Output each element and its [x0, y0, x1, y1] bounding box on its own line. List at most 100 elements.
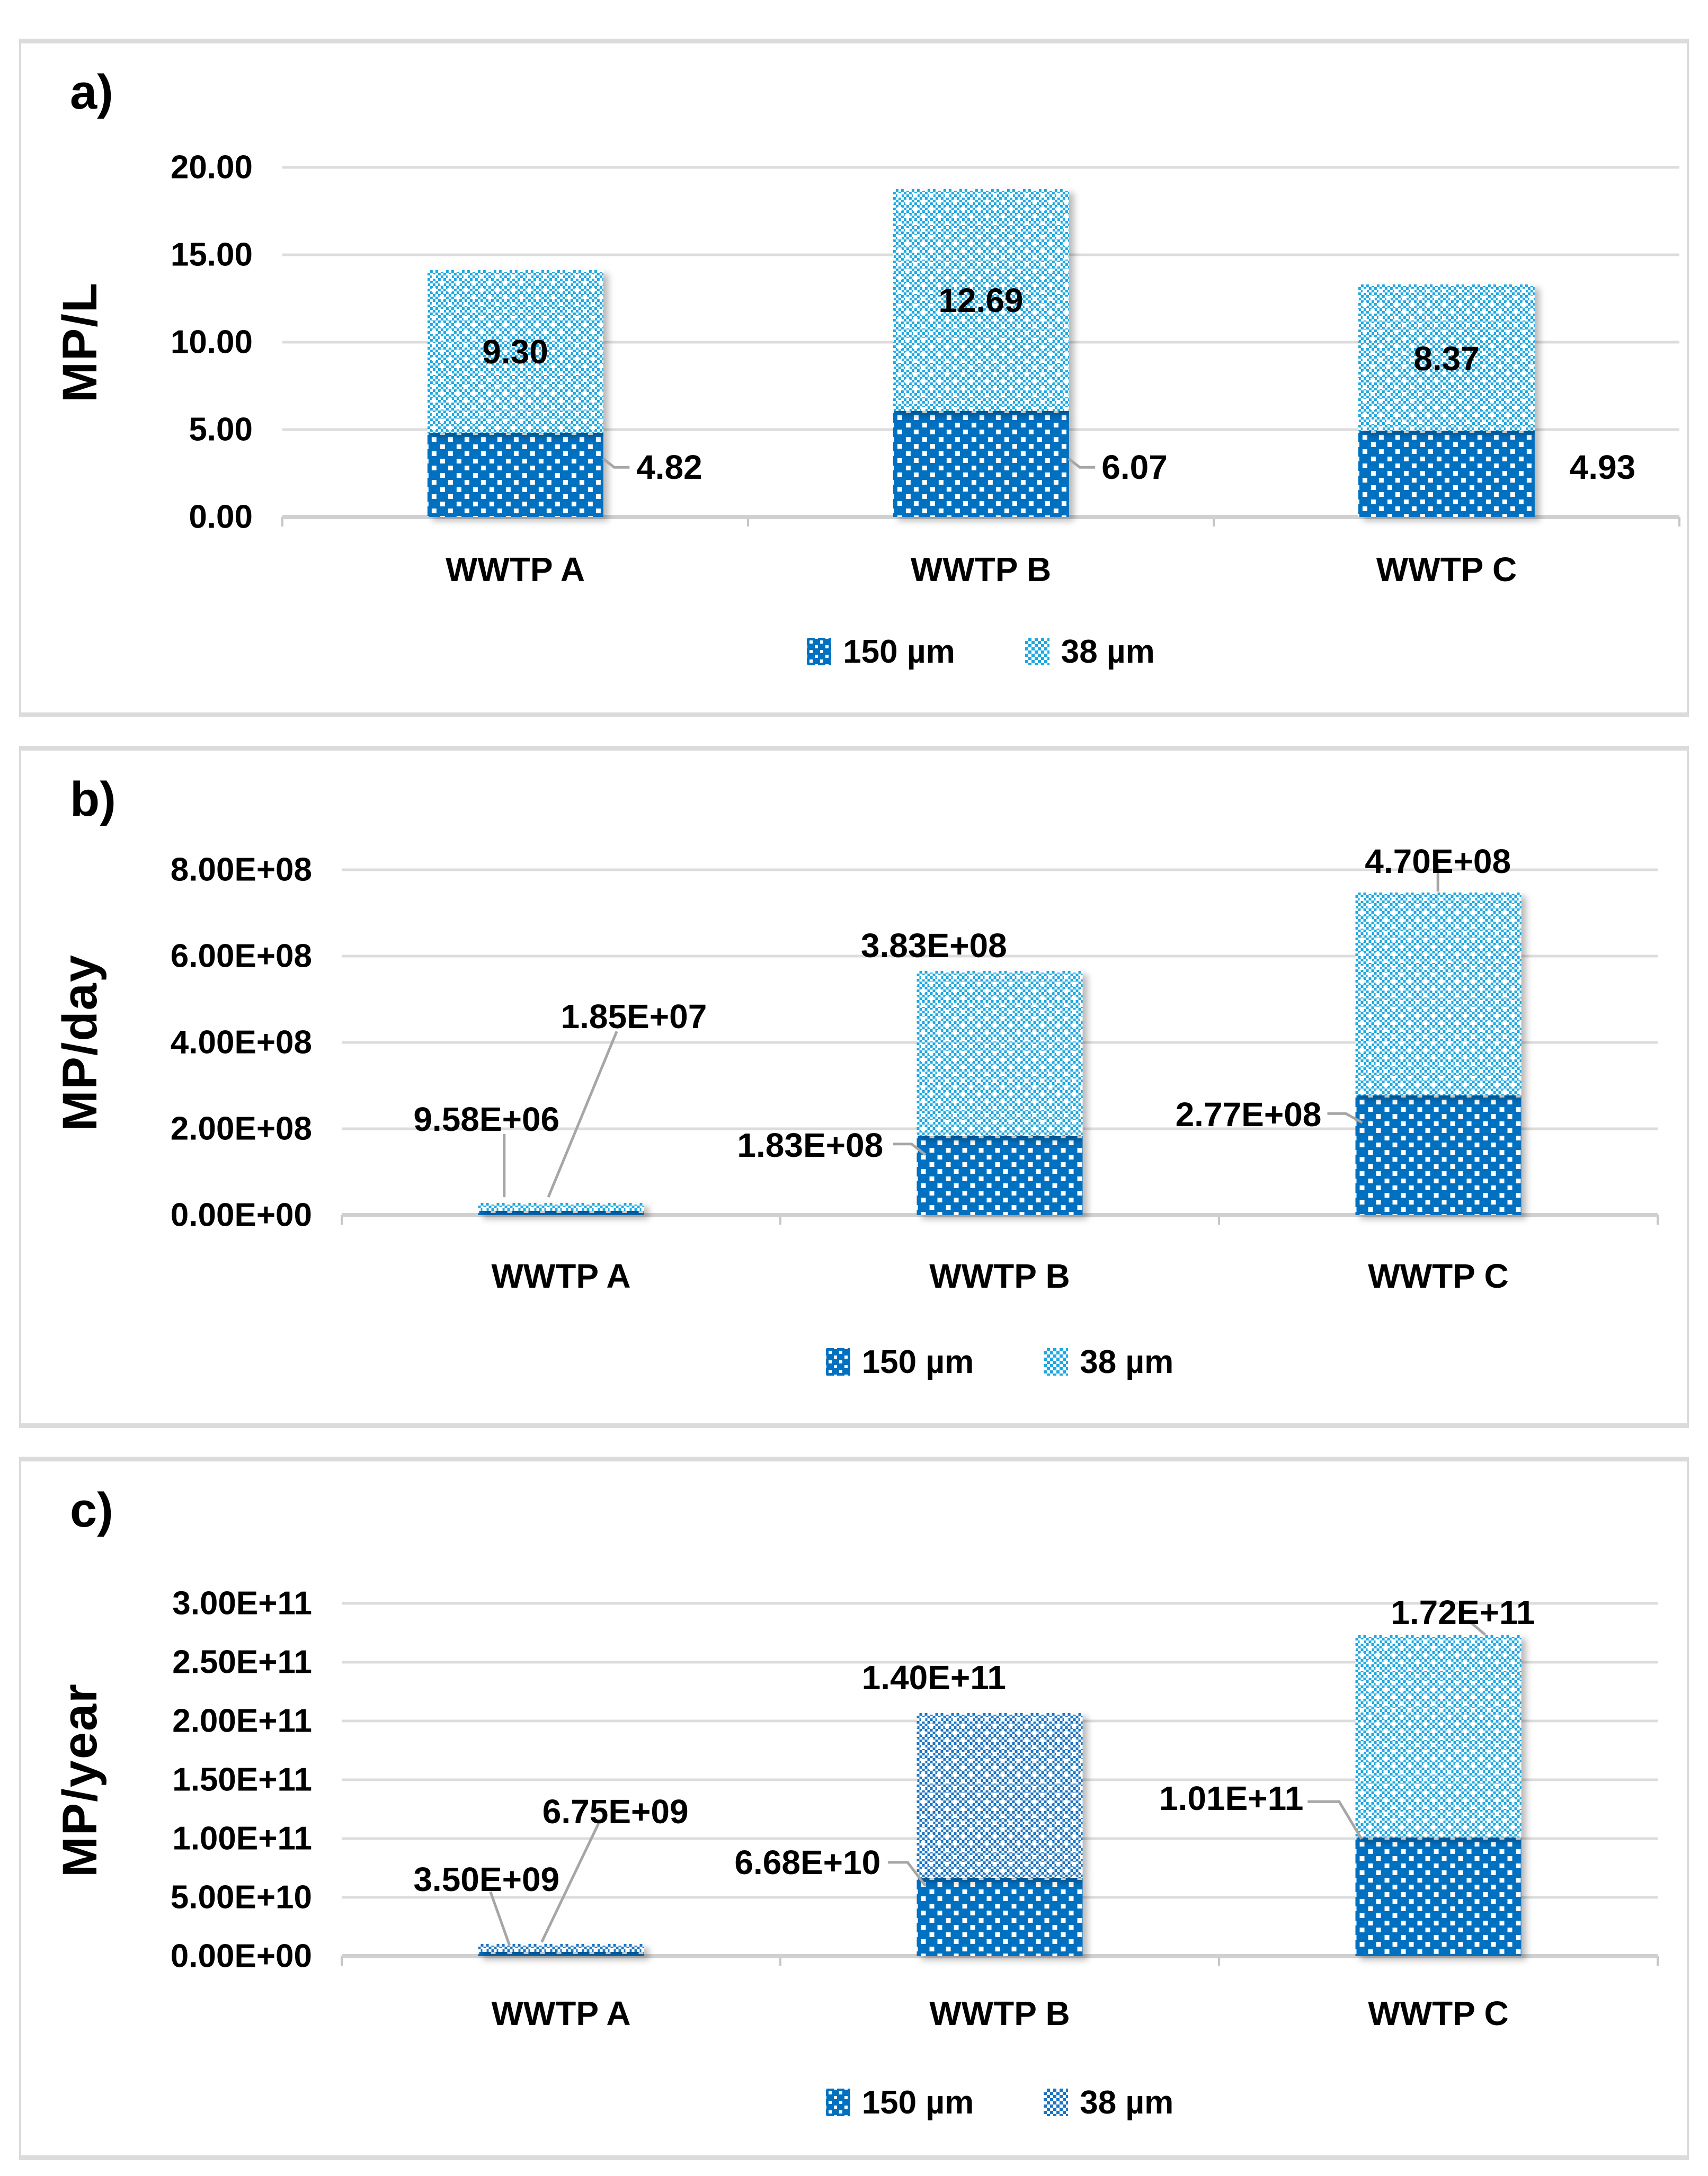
- x-axis-line: [282, 515, 1679, 519]
- legend-label: 150 µm: [843, 633, 955, 670]
- panel-letter: c): [70, 1483, 113, 1537]
- bar-segment-38um: [1355, 1635, 1522, 1838]
- gridline: [282, 166, 1679, 169]
- legend-label: 38 µm: [1080, 1343, 1174, 1380]
- y-tick-label: 0.00E+00: [170, 1938, 312, 1975]
- plot-area: 20.00 15.00 10.00 5.00 0.00: [171, 149, 1680, 536]
- data-label-150um: 2.77E+08: [1175, 1095, 1322, 1134]
- x-axis-tick: [1213, 517, 1215, 527]
- bar-segment-150um: [1355, 1837, 1522, 1956]
- bar-segment-150um: [917, 1877, 1083, 1956]
- data-label-150um: 1.01E+11: [1159, 1779, 1304, 1817]
- y-tick-label: 15.00: [170, 236, 253, 273]
- x-axis-line: [342, 1954, 1658, 1958]
- data-label-150um: 6.07: [1101, 448, 1168, 487]
- bar-segment-150um: [427, 432, 603, 517]
- legend-label: 38 µm: [1080, 2084, 1174, 2121]
- panel-a: a) MP/L 20.00 15.00 10.00 5.00 0.00: [19, 39, 1689, 717]
- y-tick-label: 8.00E+08: [170, 851, 312, 888]
- x-label-wwtp-b: WWTP B: [910, 550, 1052, 588]
- legend: 150 µm 38 µm: [342, 2080, 1658, 2125]
- x-axis-labels: WWTP A WWTP B WWTP C: [282, 550, 1679, 592]
- plot-area: 8.00E+08 6.00E+08 4.00E+08 2.00E+08 0.00…: [171, 842, 1659, 1234]
- bar-segment-150um: [478, 1952, 644, 1956]
- y-tick-label: 5.00: [189, 411, 253, 448]
- y-tick-label: 10.00: [170, 324, 253, 361]
- x-axis-tick: [341, 1215, 343, 1225]
- y-tick-label: 5.00E+10: [170, 1879, 312, 1916]
- bar-wwtp-c: [1358, 167, 1535, 517]
- data-label-38um: 1.85E+07: [561, 997, 707, 1036]
- panel-b: b) MP/day 8.00E+08 6.00E+08 4.00E+08 2.0…: [19, 746, 1689, 1428]
- bar-wwtp-c: [1355, 870, 1522, 1215]
- gridline: [342, 955, 1658, 958]
- y-axis-title: MP/L: [46, 167, 114, 517]
- data-label-38um: 12.69: [938, 281, 1024, 319]
- leader-line: [1069, 459, 1095, 468]
- x-label-wwtp-b: WWTP B: [929, 1994, 1070, 2032]
- legend-swatch-150um-icon: [807, 638, 832, 665]
- data-label-38um: 9.30: [482, 332, 548, 371]
- x-label-wwtp-a: WWTP A: [445, 550, 585, 588]
- y-tick-label: 3.00E+11: [172, 1585, 312, 1622]
- y-axis-title-text: MP/day: [52, 953, 107, 1131]
- legend-swatch-150um-icon: [825, 2089, 850, 2116]
- x-axis-tick: [281, 517, 283, 527]
- data-label-150um: 6.68E+10: [734, 1843, 881, 1881]
- legend: 150 µm 38 µm: [282, 629, 1679, 674]
- bar-segment-150um: [1358, 431, 1535, 517]
- y-axis-title: MP/day: [46, 870, 114, 1215]
- y-tick-label: 1.00E+11: [172, 1820, 312, 1857]
- data-label-150um: 9.58E+06: [413, 1100, 560, 1138]
- legend-swatch-38um-icon: [1044, 1348, 1069, 1376]
- plot-area: 3.00E+11 2.50E+11 2.00E+11 1.50E+11 1.00…: [171, 1585, 1659, 1975]
- x-label-wwtp-a: WWTP A: [491, 1257, 631, 1295]
- gridline: [342, 1661, 1658, 1664]
- legend-item-150um: 150 µm: [825, 2084, 974, 2121]
- legend-swatch-150um-icon: [825, 1348, 850, 1376]
- x-axis-tick: [779, 1215, 781, 1225]
- bar-segment-38um: [917, 970, 1083, 1136]
- x-axis-tick: [1218, 1956, 1220, 1966]
- x-label-wwtp-b: WWTP B: [929, 1257, 1070, 1295]
- legend-label: 150 µm: [861, 1343, 974, 1380]
- bar-wwtp-a: [478, 870, 644, 1215]
- x-axis-tick: [1678, 517, 1680, 527]
- x-label-wwtp-c: WWTP C: [1368, 1257, 1509, 1295]
- y-tick-label: 2.00E+08: [170, 1110, 312, 1147]
- y-axis-title-text: MP/L: [52, 282, 107, 403]
- data-label-38um: 8.37: [1413, 340, 1480, 378]
- y-tick-label: 20.00: [170, 149, 253, 186]
- x-axis-tick: [746, 517, 749, 527]
- y-tick-label: 2.50E+11: [172, 1644, 312, 1681]
- data-label-150um: 4.82: [636, 448, 702, 487]
- y-tick-label: 0.00E+00: [170, 1197, 312, 1234]
- legend-swatch-38um-icon: [1044, 2089, 1069, 2116]
- data-label-150um: 4.93: [1569, 448, 1636, 487]
- legend-item-150um: 150 µm: [807, 633, 955, 671]
- legend-item-38um: 38 µm: [1025, 633, 1155, 671]
- bar-segment-150um: [1355, 1095, 1522, 1215]
- bar-wwtp-c: [1355, 1603, 1522, 1956]
- legend-item-38um: 38 µm: [1044, 1343, 1173, 1381]
- bar-segment-150um: [893, 411, 1069, 517]
- x-axis-tick: [1218, 1215, 1220, 1225]
- legend-item-150um: 150 µm: [825, 1343, 974, 1381]
- bar-segment-38um: [893, 189, 1069, 411]
- legend-label: 150 µm: [861, 2084, 974, 2121]
- legend: 150 µm 38 µm: [342, 1340, 1658, 1384]
- panel-c: c) MP/year 3.00E+11 2.50E+11 2.00E+11 1.…: [19, 1457, 1689, 2160]
- legend-label: 38 µm: [1061, 633, 1155, 670]
- data-label-38um: 4.70E+08: [1365, 842, 1511, 880]
- bar-wwtp-a: [478, 1603, 644, 1956]
- x-axis-tick: [341, 1956, 343, 1966]
- y-tick-label: 2.00E+11: [172, 1702, 312, 1740]
- bar-segment-150um: [478, 1211, 644, 1215]
- legend-swatch-38um-icon: [1025, 638, 1049, 665]
- leader-line: [1307, 1802, 1362, 1839]
- x-axis-line: [342, 1213, 1658, 1217]
- x-axis-tick: [779, 1956, 781, 1966]
- bar-wwtp-b: [917, 1603, 1083, 1956]
- y-tick-label: 4.00E+08: [170, 1024, 312, 1061]
